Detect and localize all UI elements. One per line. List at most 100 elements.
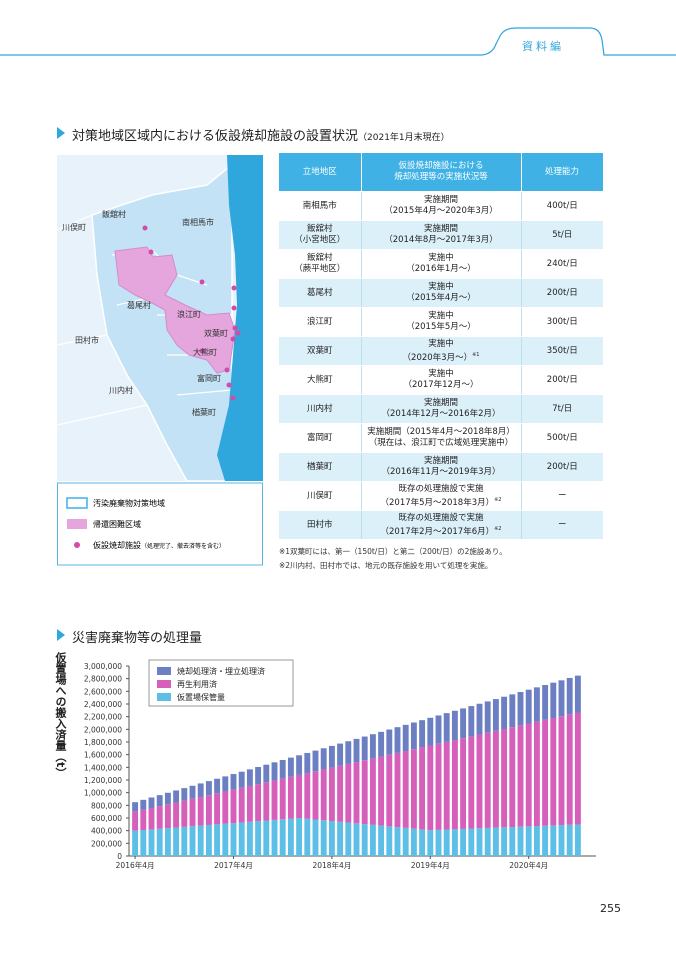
bar-segment [427,717,434,746]
bar-segment [255,784,262,822]
bar-segment [353,823,360,856]
bar-segment [238,822,245,856]
bar-segment [435,743,442,830]
bar-segment [410,722,417,750]
bar-segment [255,767,262,785]
capacity-cell: 5t/日 [521,220,603,250]
bar-segment [164,792,171,805]
area-cell: 田村市 [279,510,362,540]
status-cell: 実施中 （2016年1月～） [361,249,522,279]
bar-segment [156,828,163,856]
bar-segment [197,825,204,856]
capacity-cell: ー [521,481,603,511]
table-row: 南相馬市 実施期間 （2015年4月～2020年3月） 400t/日 [279,191,603,221]
sea [217,155,263,481]
bar-segment [460,738,467,829]
bar-segment [148,797,155,808]
status-cell: 既存の処理施設で実施 （2017年5月～2018年3月）※2 [361,481,522,511]
note-mark: ※1 [472,351,480,358]
status-cell: 実施中 （2015年4月～） [361,278,522,308]
y-tick-label: 0 [117,852,122,861]
bar-segment [533,721,540,827]
bar-segment [263,820,270,856]
legend-box [148,659,294,707]
capacity-cell: 200t/日 [521,452,603,482]
legend-label: 仮設焼却施設（処理完了、撤去済等を含む） [93,540,225,550]
bar-segment [238,771,245,788]
capacity-cell: 350t/日 [521,336,603,366]
bar-segment [509,727,516,827]
legend-label: 仮置場保管量 [177,692,225,702]
bar-segment [173,802,180,828]
y-tick-label: 2,600,000 [84,687,122,696]
bar-segment [533,826,540,856]
bar-segment [386,826,393,856]
bar-segment [353,738,360,763]
bar-segment [320,769,327,821]
map-label: 大熊町 [193,347,217,357]
chart: 0 200,000 400,000 600,000 800,000 1,000,000 1,… [84,659,596,870]
status-cell: 実施期間 （2014年8月～2017年3月） [361,220,522,250]
map-label: 川俣町 [62,223,86,232]
y-tick-label: 1,400,000 [84,763,122,772]
bar-segment [361,736,368,761]
area-cell: 双葉町 [279,336,362,366]
bar-segment [419,720,426,748]
bar-segment [214,793,221,825]
table-row: 飯舘村 （小宮地区） 実施期間 （2014年8月～2017年3月） 5t/日 [279,220,603,250]
bar-segment [353,762,360,824]
title-text: 対策地域区域内における仮設焼却施設の設置状況 [72,129,359,144]
bar-segment [205,795,212,825]
bar-segment [279,819,286,856]
bar-segment [550,825,557,856]
y-tick-label: 2,800,000 [84,675,122,684]
x-tick-label: 2019年4月 [411,860,450,870]
table-row: 田村市 既存の処理施設で実施 （2017年2月～2017年6月）※2 ー [279,510,603,540]
bar-segment [574,712,581,825]
bar-segment [402,724,409,752]
section-title: 災害廃棄物等の処理量 [72,631,203,646]
status-text: 実施期間 （2014年8月～2017年3月） [384,224,498,245]
bar-segment [386,729,393,755]
table-body: 南相馬市 実施期間 （2015年4月～2020年3月） 400t/日 飯舘村 （小宮地… [279,191,603,540]
bar-segment [296,755,303,775]
bar-segment [156,806,163,829]
map-label: 双葉町 [204,328,228,338]
legend-subtext: （処理完了、撤去済等を含む） [141,542,225,550]
bar-segment [205,824,212,856]
status-text: 実施期間 （2016年11月～2019年3月） [381,456,501,477]
table-row: 浪江町 実施中 （2015年5月～） 300t/日 [279,307,603,337]
bar-segment [164,828,171,856]
x-tick-label: 2017年4月 [214,860,253,870]
bar-segment [255,821,262,856]
area-cell: 楢葉町 [279,452,362,482]
bar-segment [369,734,376,759]
area-cell: 葛尾村 [279,278,362,308]
bar-segment [230,789,237,824]
bar-segment [484,827,491,856]
area-cell: 飯舘村 （小宮地区） [279,220,362,250]
bar-segment [525,723,532,827]
section-tag: 資料編 [522,40,564,53]
bar-segment [443,741,450,830]
table-row: 富岡町 実施期間（2015年4月～2018年8月） （現在は、浪江町で広域処理実施… [279,423,603,453]
bar-segment [427,830,434,856]
facility-dot [230,336,236,342]
legend-box [57,482,263,566]
bar-segment [542,719,549,826]
table-row: 楢葉町 実施期間 （2016年11月～2019年3月） 200t/日 [279,452,603,482]
legend-label: 焼却処理済・埋立処理済 [177,666,265,676]
bar-segment [246,769,253,786]
bar-segment [230,774,237,790]
bar-segment [558,680,565,717]
bar-segment [517,692,524,726]
status-cell: 実施中 （2020年3月～）※1 [361,336,522,366]
legend-swatch [157,693,171,701]
status-text: 既存の処理施設で実施 （2017年2月～2017年6月） [380,512,495,537]
bar-segment [328,821,335,856]
bar-segment [304,773,311,819]
map-label: 浪江町 [177,309,201,319]
